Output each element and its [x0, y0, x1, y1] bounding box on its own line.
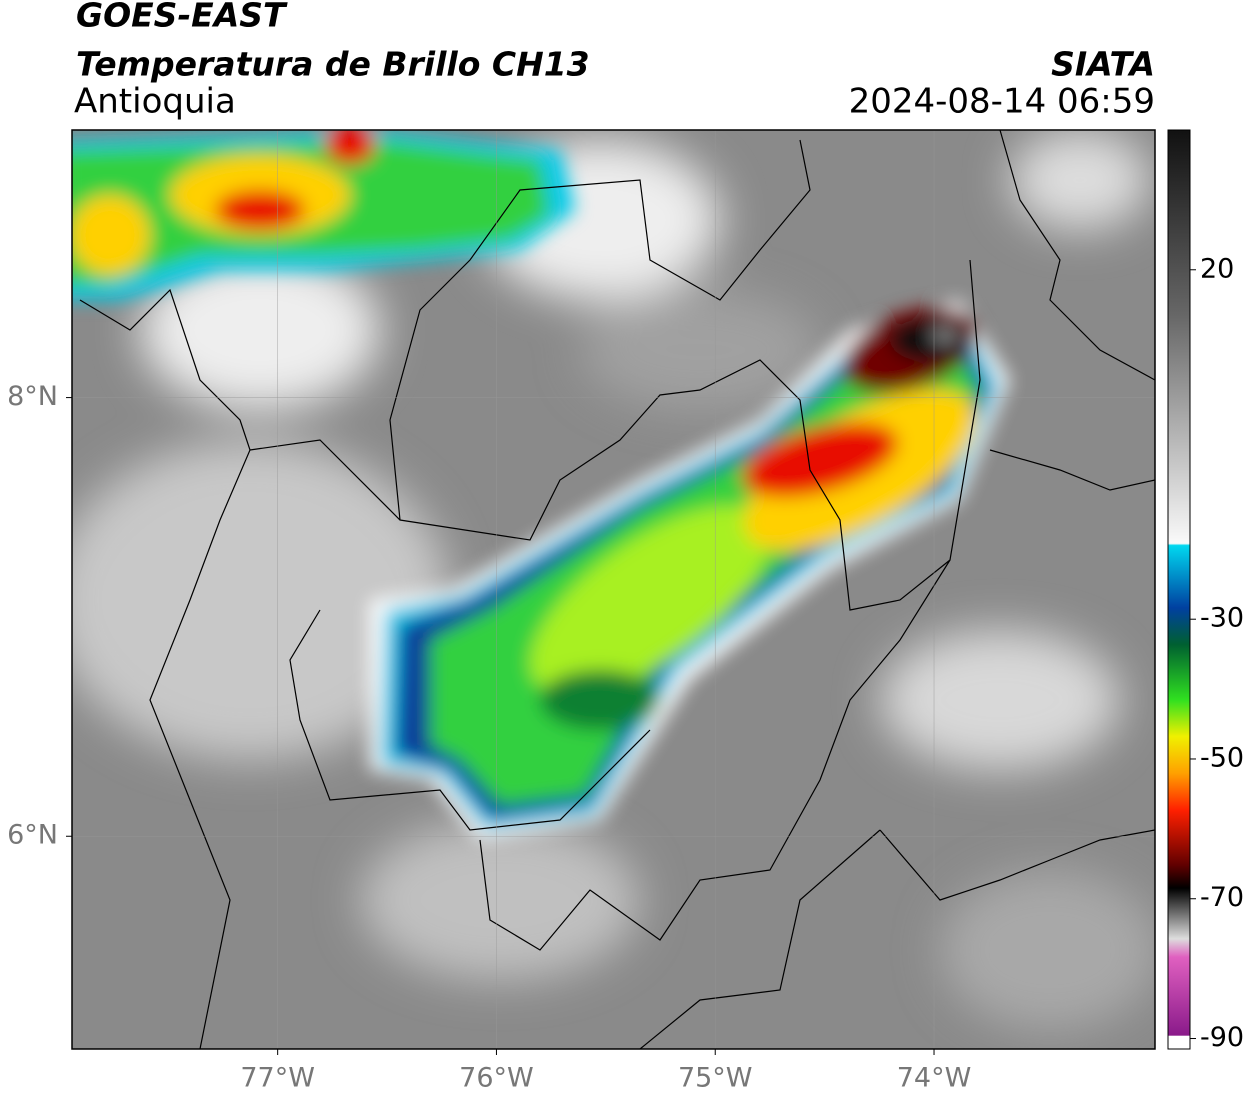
colorbar-label: -70 [1200, 882, 1244, 913]
region: Antioquia [74, 82, 236, 122]
y-tick-label: 6°N [7, 820, 58, 851]
subtitle: Temperatura de Brillo CH13 [76, 45, 590, 84]
y-tick-label: 8°N [7, 381, 58, 412]
x-tick-label: 75°W [678, 1063, 753, 1094]
source: SIATA [1051, 45, 1155, 84]
colorbar-label: -50 [1200, 742, 1244, 773]
colorbar-label: -90 [1200, 1022, 1244, 1053]
x-tick-label: 77°W [240, 1063, 315, 1094]
colorbar-label: -30 [1200, 603, 1244, 634]
x-tick-label: 76°W [459, 1063, 534, 1094]
colorbar [1167, 129, 1191, 1050]
imagery [72, 130, 1155, 1049]
colorbar-label: 20 [1200, 253, 1234, 284]
x-tick-label: 74°W [897, 1063, 972, 1094]
title: GOES-EAST [76, 0, 288, 35]
map-frame [71, 129, 1156, 1050]
grid [72, 130, 1155, 1049]
datetime: 2024-08-14 06:59 [849, 82, 1155, 122]
